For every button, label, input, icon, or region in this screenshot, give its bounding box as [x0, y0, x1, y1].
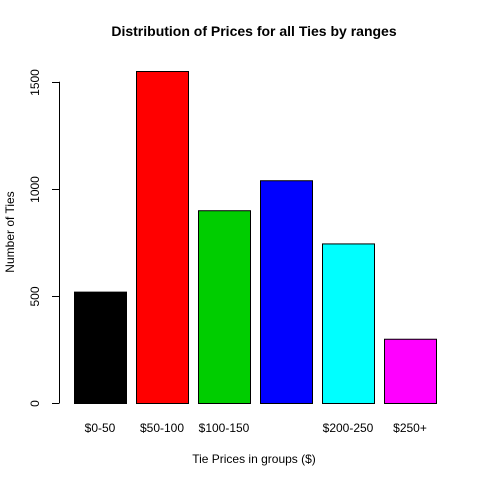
bar-3 — [198, 210, 251, 404]
x-tick-label: $0-50 — [85, 421, 116, 435]
x-tick-label: $200-250 — [323, 421, 374, 435]
x-tick-label: $50-100 — [140, 421, 184, 435]
y-tick-label: 1000 — [28, 176, 42, 203]
bars-group — [74, 71, 437, 405]
bar-1 — [74, 291, 127, 404]
y-tick-label: 1500 — [28, 69, 42, 96]
y-tick-label: 0 — [28, 400, 42, 407]
x-tick-label: $250+ — [393, 421, 427, 435]
y-axis-label: Number of Ties — [3, 191, 17, 272]
x-axis-label: Tie Prices in groups ($) — [192, 452, 316, 466]
bar-4 — [260, 180, 313, 404]
bar-5 — [322, 243, 375, 404]
x-tick-label: $100-150 — [199, 421, 250, 435]
bar-6 — [384, 338, 437, 405]
y-tick-label: 500 — [28, 286, 42, 306]
y-axis: 0 500 1000 1500 — [28, 69, 60, 407]
chart-title: Distribution of Prices for all Ties by r… — [111, 23, 396, 39]
bar-2 — [136, 71, 189, 404]
x-axis-tick-labels: $0-50 $50-100 $100-150 $200-250 $250+ — [85, 421, 427, 435]
